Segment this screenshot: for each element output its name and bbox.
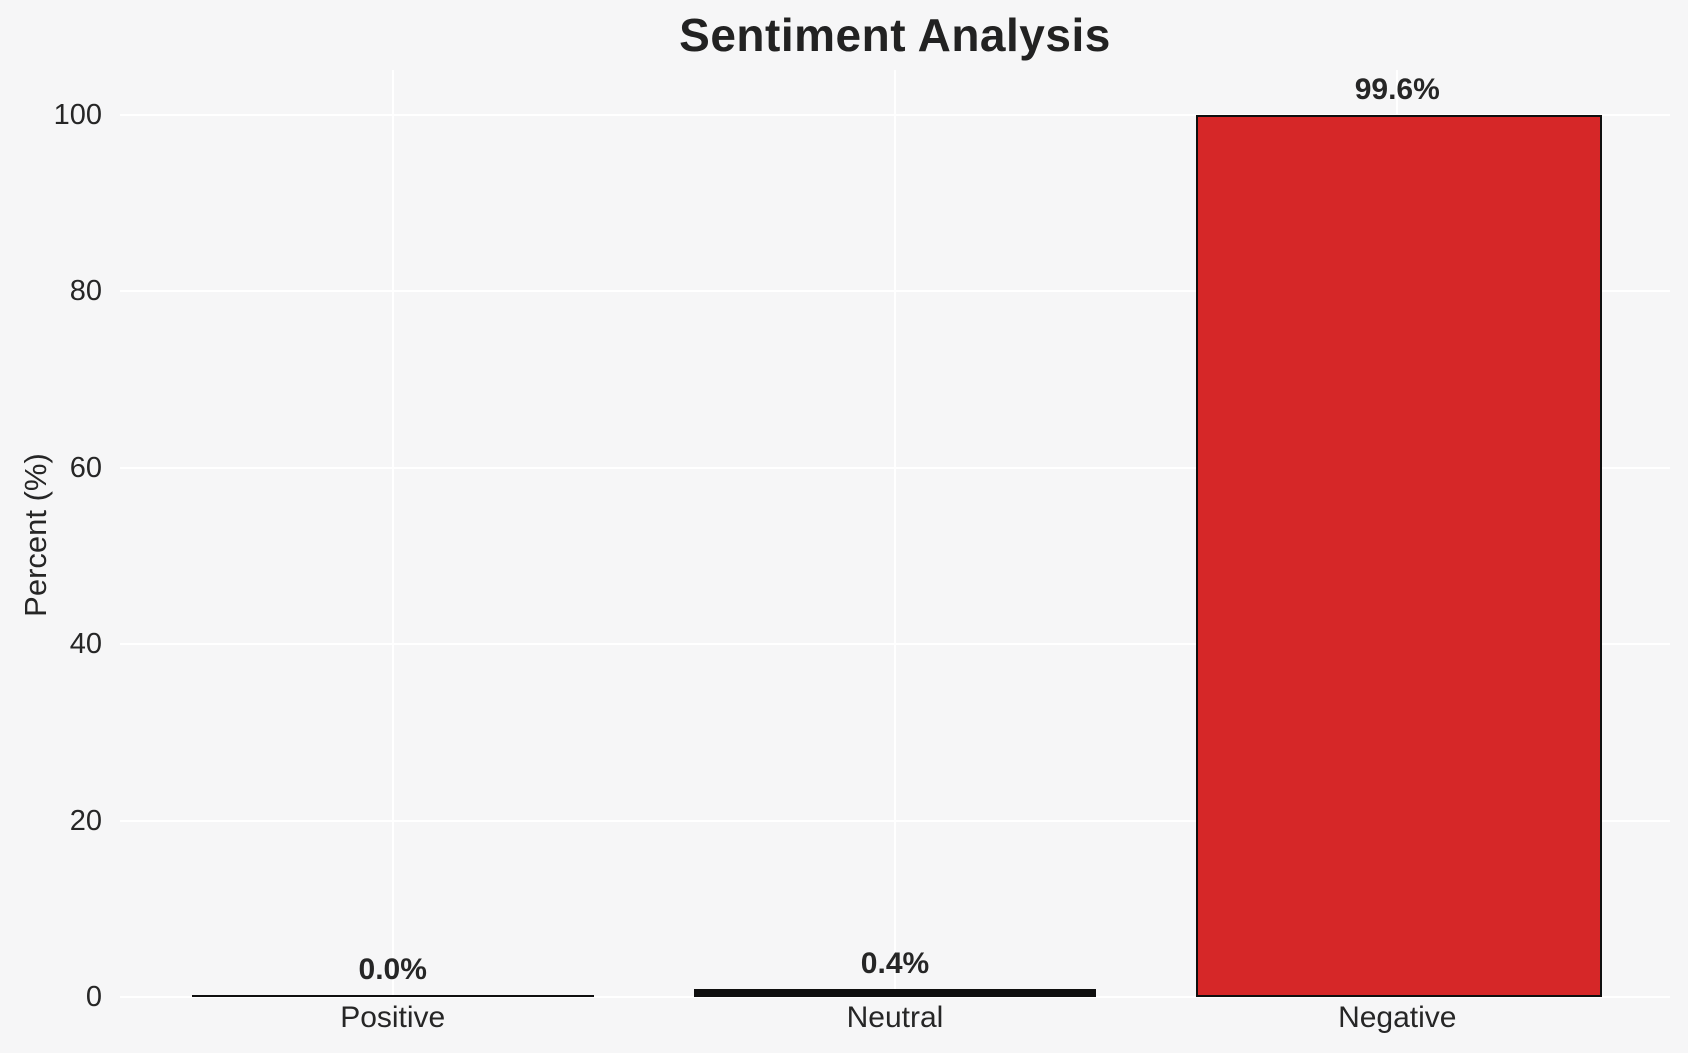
y-tick-label: 40 <box>69 628 102 661</box>
y-tick-label: 100 <box>53 98 102 131</box>
x-tick-label: Positive <box>340 1001 446 1034</box>
x-tick-label: Neutral <box>846 1001 944 1034</box>
bar-neutral <box>694 989 1096 997</box>
y-tick-label: 80 <box>69 275 102 308</box>
y-axis-tick-labels: 0 20 40 60 80 100 <box>0 0 111 1053</box>
bar-value-label: 0.4% <box>860 947 930 981</box>
x-axis-tick-labels: Positive Neutral Negative <box>120 1001 1670 1041</box>
y-tick-label: 60 <box>69 451 102 484</box>
y-tick-label: 20 <box>69 804 102 837</box>
y-tick-label: 0 <box>85 981 102 1013</box>
bar-negative <box>1196 114 1603 997</box>
gridline-vertical <box>894 70 896 997</box>
bar-positive <box>191 995 594 997</box>
plot-area: 0.0% 0.4% 99.6% <box>120 70 1670 998</box>
gridline-horizontal <box>120 996 1670 998</box>
bar-value-label: 0.0% <box>358 953 427 986</box>
gridline-vertical <box>391 70 394 997</box>
x-tick-label: Negative <box>1338 1001 1457 1034</box>
bar-value-label: 99.6% <box>1354 72 1440 106</box>
chart-title: Sentiment Analysis <box>679 9 1111 61</box>
